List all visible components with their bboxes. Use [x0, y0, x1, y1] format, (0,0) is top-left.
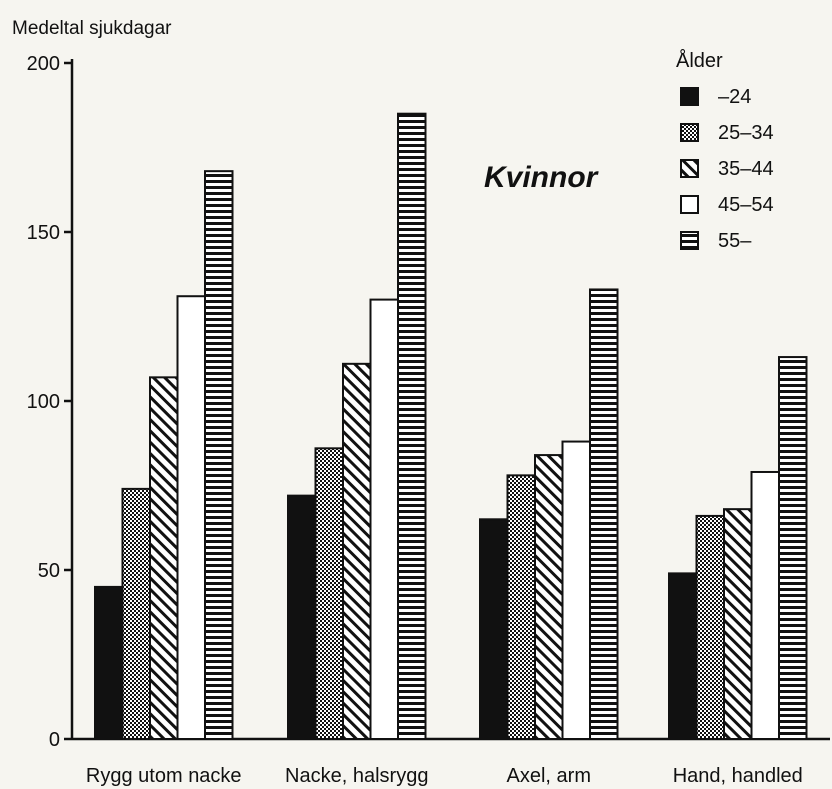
legend: Ålder –24 25–34 35–44 45–54 55– — [676, 49, 774, 252]
legend-label: 35–44 — [718, 158, 774, 180]
bar — [149, 376, 179, 740]
bar — [204, 170, 234, 741]
chart-title: Kvinnor — [484, 161, 600, 194]
bar — [534, 454, 564, 740]
bar — [778, 356, 808, 740]
legend-title: Ålder — [676, 49, 723, 72]
legend-swatch — [680, 87, 699, 106]
bars: Rygg utom nacke Nacke, halsrygg Axel, arm H… — [86, 112, 808, 787]
y-tick-label: 0 — [49, 729, 60, 751]
bar — [750, 470, 780, 740]
category-label: Hand, handled — [673, 765, 803, 787]
bar — [342, 362, 372, 740]
legend-label: 55– — [718, 230, 752, 252]
bar — [287, 494, 317, 741]
bar — [176, 295, 206, 740]
y-tick-label: 50 — [38, 560, 60, 582]
bar — [506, 474, 536, 740]
y-tick-label: 150 — [27, 222, 60, 244]
legend-label: 45–54 — [718, 194, 774, 216]
bar — [121, 487, 151, 740]
legend-label: –24 — [718, 86, 751, 108]
bar — [589, 288, 619, 740]
legend-swatch — [680, 231, 699, 250]
bar — [397, 112, 427, 740]
legend-swatch — [680, 123, 699, 142]
legend-swatch — [680, 195, 699, 214]
legend-label: 25–34 — [718, 122, 774, 144]
bar — [695, 514, 725, 740]
y-axis-label: Medeltal sjukdagar — [12, 18, 172, 39]
bar — [94, 585, 124, 741]
category-label: Nacke, halsrygg — [285, 765, 428, 787]
category-label: Axel, arm — [507, 765, 591, 787]
bar — [723, 508, 753, 740]
bar — [369, 298, 399, 740]
y-tick-label: 200 — [27, 53, 60, 75]
bar — [668, 572, 698, 740]
bar — [314, 447, 344, 740]
bar — [479, 518, 509, 740]
category-label: Rygg utom nacke — [86, 765, 242, 787]
bar — [561, 440, 591, 740]
legend-swatch — [680, 159, 699, 178]
y-tick-label: 100 — [27, 391, 60, 413]
